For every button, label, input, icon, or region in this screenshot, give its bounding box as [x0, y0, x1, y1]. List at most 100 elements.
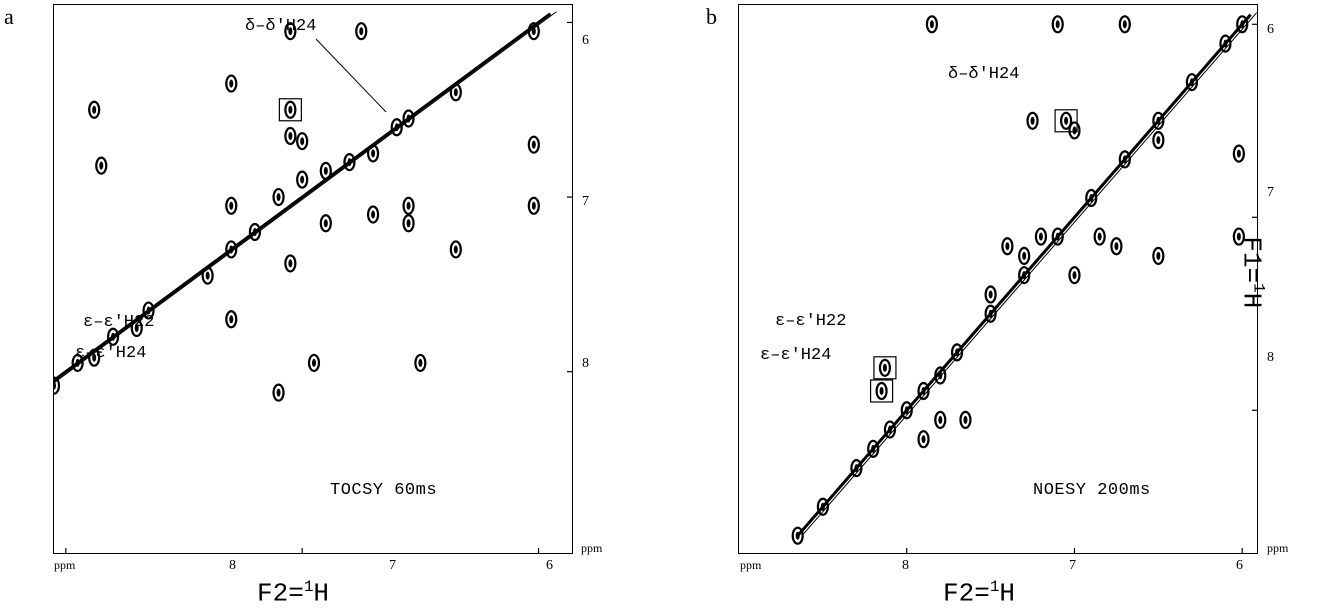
panel-b-peak-core-14	[1156, 116, 1161, 125]
panel-a-peak-42	[527, 196, 540, 215]
panel-a-annotation-eps-h24: ε–ε′H24	[75, 344, 147, 363]
panel-a-peak-core-11	[252, 227, 257, 236]
panel-a-peak-16	[366, 144, 380, 163]
panel-a-experiment-label: TOCSY 60ms	[330, 481, 438, 500]
panel-b-peak-19	[875, 381, 888, 401]
panel-b-peak-core-16	[1223, 39, 1228, 48]
panel-a-peak-34	[402, 214, 415, 233]
panel-a-peak-core-38	[418, 358, 423, 367]
panel-a-peak-core-36	[92, 353, 97, 362]
panel-a-peak-41	[527, 135, 540, 154]
panel-a-peak-32	[225, 196, 238, 215]
panel-a-box-delta-h24	[278, 98, 302, 122]
panel-a-peak-44	[366, 205, 380, 224]
panel-b-peak-28	[1232, 227, 1245, 246]
panel-b-peak-4	[883, 420, 897, 439]
panel-a-peak-core-43	[323, 219, 328, 228]
panel-a-peak-core-44	[371, 210, 376, 219]
panel-a-peak-17	[390, 118, 403, 137]
panel-a-peak-36	[88, 348, 101, 367]
panel-a-peak-28	[225, 74, 238, 93]
panel-a-peak-14	[319, 161, 332, 180]
panel-b-peak-core-25	[1072, 126, 1077, 135]
panel-b-peak-core-39	[1005, 242, 1010, 251]
panel-b-peak-core-12	[1089, 193, 1094, 202]
panel-a-ytick-7: 7	[582, 194, 589, 209]
panel-a-diagonal	[54, 12, 552, 383]
panel-b-peak-core-26	[1156, 136, 1161, 145]
panel-a-peak-35	[284, 254, 297, 273]
panel-a-peak-37	[307, 353, 321, 373]
panel-b-peak-31	[917, 430, 930, 449]
panel-b-peak-26	[1152, 130, 1165, 150]
panel-a-peak-20	[527, 22, 540, 41]
panel-a-x-unit: ppm	[54, 558, 76, 572]
panel-a-letter: a	[4, 4, 14, 29]
panel-a-peak-core-29	[92, 105, 97, 114]
panel-b-peak-2	[850, 459, 863, 478]
panel-a-peak-core-41	[531, 140, 536, 149]
panel-b-letter: b	[706, 4, 717, 29]
panel-a-peak-core-45	[229, 315, 234, 324]
panel-a-peak-core-30	[99, 161, 104, 170]
panel-b-peak-core-30	[963, 415, 968, 424]
panel-a-annotation-eps-h22: ε–ε′H22	[83, 313, 155, 332]
panel-a-peak-core-13	[300, 175, 305, 184]
panel-b-peak-9	[984, 304, 997, 323]
panel-b-peak-23	[1051, 15, 1064, 34]
panel-a-peak-10	[225, 240, 238, 259]
panel-b-peak-18	[878, 358, 892, 377]
panel-a-peak-7	[130, 318, 143, 338]
panel-a-peak-core-8	[146, 306, 151, 315]
panel-a-y-unit: ppm	[581, 541, 603, 555]
panel-a-peak-core-23	[288, 27, 293, 36]
panel-b-annotation-eps-h22: ε–ε′H22	[775, 312, 847, 331]
panel-a-peak-26	[284, 126, 297, 146]
panel-b-peak-6	[917, 381, 930, 401]
panel-a-peak-core-5	[75, 358, 80, 367]
panel-a-diagonal-edge	[54, 11, 557, 384]
panel-b-peak-25	[1068, 121, 1081, 140]
panel-b-peak-5	[900, 401, 913, 420]
panel-a-spectrum	[54, 11, 572, 553]
panel-b-diagonal-edge	[803, 12, 1257, 535]
panel-b-peak-core-29	[938, 415, 943, 424]
panel-a-peak-core-28	[229, 79, 234, 88]
panel-a-peak-core-15	[347, 158, 352, 167]
panel-b-peak-core-9	[988, 309, 993, 318]
panel-b-peak-core-11	[1055, 232, 1060, 241]
panel-b-peak-8	[950, 343, 964, 362]
panel-b-peak-39	[1001, 237, 1014, 256]
panel-a-peak-core-24	[359, 27, 364, 36]
panel-a-peak-core-42	[531, 201, 536, 210]
panel-b-peak-10	[1018, 266, 1031, 285]
panel-b-peak-core-27	[1236, 149, 1241, 158]
panel-b-peak-7	[934, 366, 947, 385]
panel-a-xtick-6: 6	[546, 558, 553, 573]
panel-a-peak-12	[272, 187, 285, 207]
panel-a-peak-core-32	[229, 201, 234, 210]
panel-b-box-delta-h24	[1054, 109, 1078, 133]
panel-b-peak-core-24	[1030, 116, 1035, 125]
panel-b-xtick-6: 6	[1236, 558, 1243, 573]
panel-a-peak-24	[355, 22, 368, 41]
panel-a-peak-core-33	[406, 201, 411, 210]
panel-b-peak-36	[1068, 266, 1081, 285]
panel-b-peak-27	[1232, 144, 1245, 163]
panel-b-x-unit: ppm	[740, 558, 762, 572]
panel-b-x-axis-title: F2=1H	[943, 578, 1016, 609]
panel-b-peak-core-19	[879, 386, 884, 395]
panel-b-peak-core-35	[1022, 251, 1027, 260]
panel-a-peak-18	[402, 109, 415, 128]
panel-b-peak-core-1	[820, 502, 825, 511]
panel-b-peak-core-10	[1022, 271, 1027, 280]
panel-b-peak-11	[1051, 227, 1064, 246]
panel-a-peak-38	[414, 353, 427, 373]
panel-b-peak-core-28	[1236, 232, 1241, 241]
panel-b-peak-3	[867, 439, 880, 458]
panel-b-peak-core-15	[1189, 78, 1194, 87]
panel-b-y-unit: ppm	[1267, 541, 1289, 555]
panel-a-peak-core-19	[453, 88, 458, 97]
panel-a-peak-29	[88, 100, 101, 119]
panel-b-peak-17	[1236, 15, 1249, 34]
